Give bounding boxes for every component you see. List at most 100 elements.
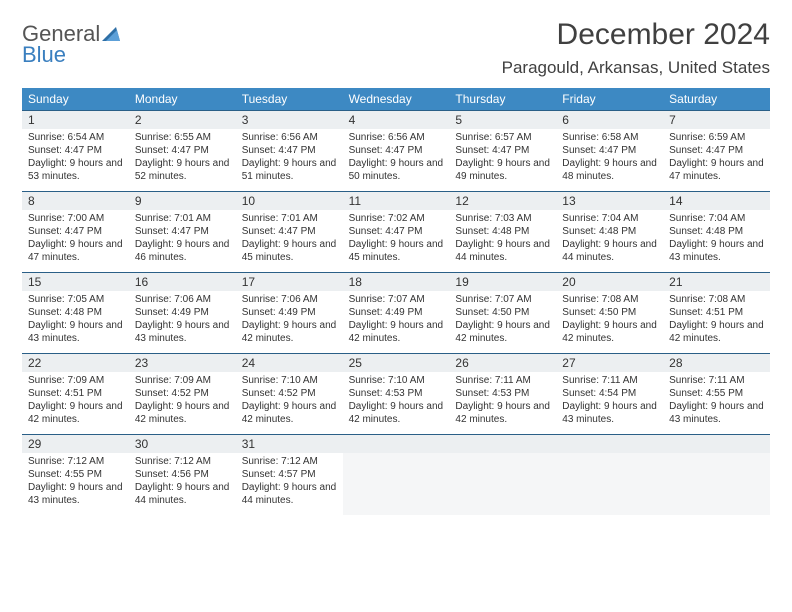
daylight-line: Daylight: 9 hours and 42 minutes. [242, 400, 337, 426]
sunrise-line: Sunrise: 7:01 AM [242, 212, 337, 225]
daylight-line: Daylight: 9 hours and 43 minutes. [28, 481, 123, 507]
day-number: 10 [236, 191, 343, 210]
day-number: 26 [449, 353, 556, 372]
sunset-line: Sunset: 4:49 PM [242, 306, 337, 319]
empty-cell [663, 453, 770, 515]
sunrise-line: Sunrise: 6:58 AM [562, 131, 657, 144]
daylight-line: Daylight: 9 hours and 42 minutes. [135, 400, 230, 426]
sunset-line: Sunset: 4:53 PM [349, 387, 444, 400]
day-number: 7 [663, 110, 770, 129]
day-number [556, 434, 663, 453]
sunset-line: Sunset: 4:51 PM [669, 306, 764, 319]
day-number: 18 [343, 272, 450, 291]
daylight-line: Daylight: 9 hours and 47 minutes. [669, 157, 764, 183]
sunset-line: Sunset: 4:55 PM [669, 387, 764, 400]
day-cell: Sunrise: 6:59 AMSunset: 4:47 PMDaylight:… [663, 129, 770, 191]
daylight-line: Daylight: 9 hours and 42 minutes. [669, 319, 764, 345]
day-cell: Sunrise: 7:04 AMSunset: 4:48 PMDaylight:… [556, 210, 663, 272]
sunrise-line: Sunrise: 7:09 AM [28, 374, 123, 387]
sunset-line: Sunset: 4:55 PM [28, 468, 123, 481]
sunrise-line: Sunrise: 7:11 AM [669, 374, 764, 387]
day-number: 31 [236, 434, 343, 453]
day-header: Monday [129, 88, 236, 110]
day-cell: Sunrise: 6:56 AMSunset: 4:47 PMDaylight:… [236, 129, 343, 191]
sunset-line: Sunset: 4:48 PM [28, 306, 123, 319]
month-title: December 2024 [502, 18, 770, 52]
calendar: SundayMondayTuesdayWednesdayThursdayFrid… [22, 88, 770, 515]
sunrise-line: Sunrise: 7:06 AM [135, 293, 230, 306]
sunset-line: Sunset: 4:48 PM [455, 225, 550, 238]
day-number: 17 [236, 272, 343, 291]
day-cell: Sunrise: 7:09 AMSunset: 4:52 PMDaylight:… [129, 372, 236, 434]
sunset-line: Sunset: 4:47 PM [349, 144, 444, 157]
sunrise-line: Sunrise: 7:04 AM [669, 212, 764, 225]
daylight-line: Daylight: 9 hours and 44 minutes. [455, 238, 550, 264]
day-number [663, 434, 770, 453]
sunset-line: Sunset: 4:49 PM [349, 306, 444, 319]
day-number: 21 [663, 272, 770, 291]
empty-cell [449, 453, 556, 515]
daylight-line: Daylight: 9 hours and 52 minutes. [135, 157, 230, 183]
sunrise-line: Sunrise: 7:10 AM [349, 374, 444, 387]
sunset-line: Sunset: 4:48 PM [562, 225, 657, 238]
sunrise-line: Sunrise: 6:55 AM [135, 131, 230, 144]
daylight-line: Daylight: 9 hours and 44 minutes. [242, 481, 337, 507]
sunrise-line: Sunrise: 7:06 AM [242, 293, 337, 306]
day-number: 24 [236, 353, 343, 372]
daylight-line: Daylight: 9 hours and 42 minutes. [349, 400, 444, 426]
daylight-line: Daylight: 9 hours and 47 minutes. [28, 238, 123, 264]
sunrise-line: Sunrise: 7:12 AM [242, 455, 337, 468]
day-number: 29 [22, 434, 129, 453]
sail-icon [102, 25, 124, 41]
sunset-line: Sunset: 4:52 PM [242, 387, 337, 400]
sunset-line: Sunset: 4:47 PM [669, 144, 764, 157]
sunrise-line: Sunrise: 7:07 AM [455, 293, 550, 306]
day-number: 19 [449, 272, 556, 291]
day-cell: Sunrise: 7:06 AMSunset: 4:49 PMDaylight:… [129, 291, 236, 353]
day-cell: Sunrise: 7:03 AMSunset: 4:48 PMDaylight:… [449, 210, 556, 272]
day-number: 5 [449, 110, 556, 129]
location: Paragould, Arkansas, United States [502, 58, 770, 78]
day-cell: Sunrise: 7:08 AMSunset: 4:50 PMDaylight:… [556, 291, 663, 353]
day-number: 11 [343, 191, 450, 210]
sunrise-line: Sunrise: 7:00 AM [28, 212, 123, 225]
day-header: Friday [556, 88, 663, 110]
day-number: 25 [343, 353, 450, 372]
sunset-line: Sunset: 4:47 PM [242, 144, 337, 157]
day-number: 16 [129, 272, 236, 291]
sunrise-line: Sunrise: 7:12 AM [135, 455, 230, 468]
empty-cell [343, 453, 450, 515]
day-cell: Sunrise: 7:00 AMSunset: 4:47 PMDaylight:… [22, 210, 129, 272]
sunrise-line: Sunrise: 7:11 AM [562, 374, 657, 387]
day-cell: Sunrise: 7:01 AMSunset: 4:47 PMDaylight:… [129, 210, 236, 272]
daylight-line: Daylight: 9 hours and 46 minutes. [135, 238, 230, 264]
day-number: 28 [663, 353, 770, 372]
sunset-line: Sunset: 4:47 PM [349, 225, 444, 238]
day-number: 3 [236, 110, 343, 129]
day-cell: Sunrise: 6:57 AMSunset: 4:47 PMDaylight:… [449, 129, 556, 191]
daylight-line: Daylight: 9 hours and 50 minutes. [349, 157, 444, 183]
sunrise-line: Sunrise: 7:08 AM [669, 293, 764, 306]
sunset-line: Sunset: 4:47 PM [28, 144, 123, 157]
sunset-line: Sunset: 4:56 PM [135, 468, 230, 481]
sunrise-line: Sunrise: 6:56 AM [349, 131, 444, 144]
day-cell: Sunrise: 6:56 AMSunset: 4:47 PMDaylight:… [343, 129, 450, 191]
sunrise-line: Sunrise: 6:59 AM [669, 131, 764, 144]
sunrise-line: Sunrise: 7:01 AM [135, 212, 230, 225]
daylight-line: Daylight: 9 hours and 43 minutes. [669, 400, 764, 426]
sunrise-line: Sunrise: 7:09 AM [135, 374, 230, 387]
daylight-line: Daylight: 9 hours and 45 minutes. [242, 238, 337, 264]
day-number: 30 [129, 434, 236, 453]
day-number [449, 434, 556, 453]
day-cell: Sunrise: 6:58 AMSunset: 4:47 PMDaylight:… [556, 129, 663, 191]
daylight-line: Daylight: 9 hours and 44 minutes. [562, 238, 657, 264]
day-header: Wednesday [343, 88, 450, 110]
daylight-line: Daylight: 9 hours and 51 minutes. [242, 157, 337, 183]
daylight-line: Daylight: 9 hours and 42 minutes. [349, 319, 444, 345]
day-cell: Sunrise: 7:11 AMSunset: 4:55 PMDaylight:… [663, 372, 770, 434]
day-number: 15 [22, 272, 129, 291]
day-header: Tuesday [236, 88, 343, 110]
day-number [343, 434, 450, 453]
sunrise-line: Sunrise: 7:08 AM [562, 293, 657, 306]
daylight-line: Daylight: 9 hours and 49 minutes. [455, 157, 550, 183]
